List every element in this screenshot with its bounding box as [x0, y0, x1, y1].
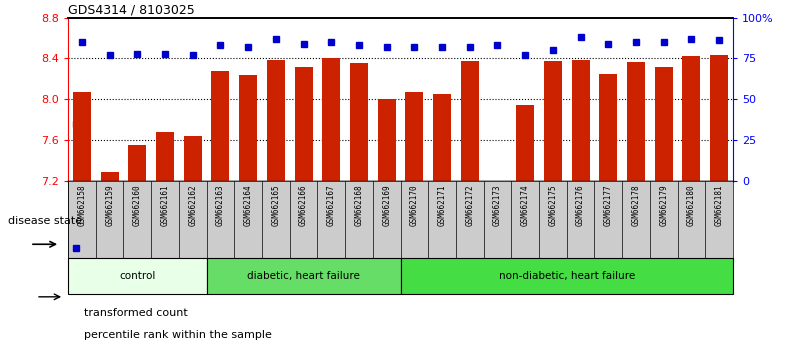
Text: GSM662166: GSM662166	[299, 184, 308, 226]
Bar	[682, 56, 700, 181]
Text: GSM662181: GSM662181	[714, 184, 723, 226]
Bar	[710, 55, 728, 181]
Text: GSM662173: GSM662173	[493, 184, 502, 226]
Text: GSM662171: GSM662171	[437, 184, 446, 226]
Bar	[295, 67, 312, 181]
Text: GSM662177: GSM662177	[604, 184, 613, 226]
Text: GSM662168: GSM662168	[355, 184, 364, 226]
Bar	[207, 258, 400, 294]
Bar	[516, 105, 534, 181]
Bar	[544, 62, 562, 181]
Text: GSM662165: GSM662165	[272, 184, 280, 226]
Bar	[405, 92, 424, 181]
Bar	[239, 75, 257, 181]
Text: diabetic, heart failure: diabetic, heart failure	[247, 271, 360, 281]
Text: GSM662163: GSM662163	[216, 184, 225, 226]
Bar	[599, 74, 618, 181]
Text: non-diabetic, heart failure: non-diabetic, heart failure	[498, 271, 635, 281]
Text: GSM662172: GSM662172	[465, 184, 474, 226]
Bar	[377, 99, 396, 181]
Bar	[350, 63, 368, 181]
Text: GSM662169: GSM662169	[382, 184, 391, 226]
Bar	[654, 67, 673, 181]
Bar	[128, 145, 147, 181]
Bar	[627, 63, 645, 181]
Text: GSM662164: GSM662164	[244, 184, 252, 226]
Bar	[400, 258, 733, 294]
Text: GSM662160: GSM662160	[133, 184, 142, 226]
Text: GSM662167: GSM662167	[327, 184, 336, 226]
Text: GSM662178: GSM662178	[631, 184, 641, 226]
Bar	[572, 61, 590, 181]
Text: GSM662179: GSM662179	[659, 184, 668, 226]
Bar	[68, 258, 207, 294]
Bar	[461, 62, 479, 181]
Text: GSM662170: GSM662170	[410, 184, 419, 226]
Bar	[73, 92, 91, 181]
Text: disease state: disease state	[8, 216, 83, 226]
Bar	[183, 136, 202, 181]
Text: GSM662174: GSM662174	[521, 184, 529, 226]
Bar	[101, 172, 119, 181]
Text: GSM662175: GSM662175	[549, 184, 557, 226]
Text: GSM662161: GSM662161	[160, 184, 170, 226]
Bar	[433, 94, 451, 181]
Text: GSM662159: GSM662159	[105, 184, 114, 226]
Text: GSM662180: GSM662180	[687, 184, 696, 226]
Text: GDS4314 / 8103025: GDS4314 / 8103025	[68, 4, 195, 17]
Text: GSM662176: GSM662176	[576, 184, 585, 226]
Text: GSM662162: GSM662162	[188, 184, 197, 226]
Bar	[322, 58, 340, 181]
Bar	[211, 71, 229, 181]
Text: GSM662158: GSM662158	[78, 184, 87, 226]
Text: control: control	[119, 271, 155, 281]
Text: transformed count: transformed count	[84, 308, 188, 318]
Bar	[156, 132, 174, 181]
Bar	[267, 61, 285, 181]
Text: percentile rank within the sample: percentile rank within the sample	[84, 330, 272, 339]
